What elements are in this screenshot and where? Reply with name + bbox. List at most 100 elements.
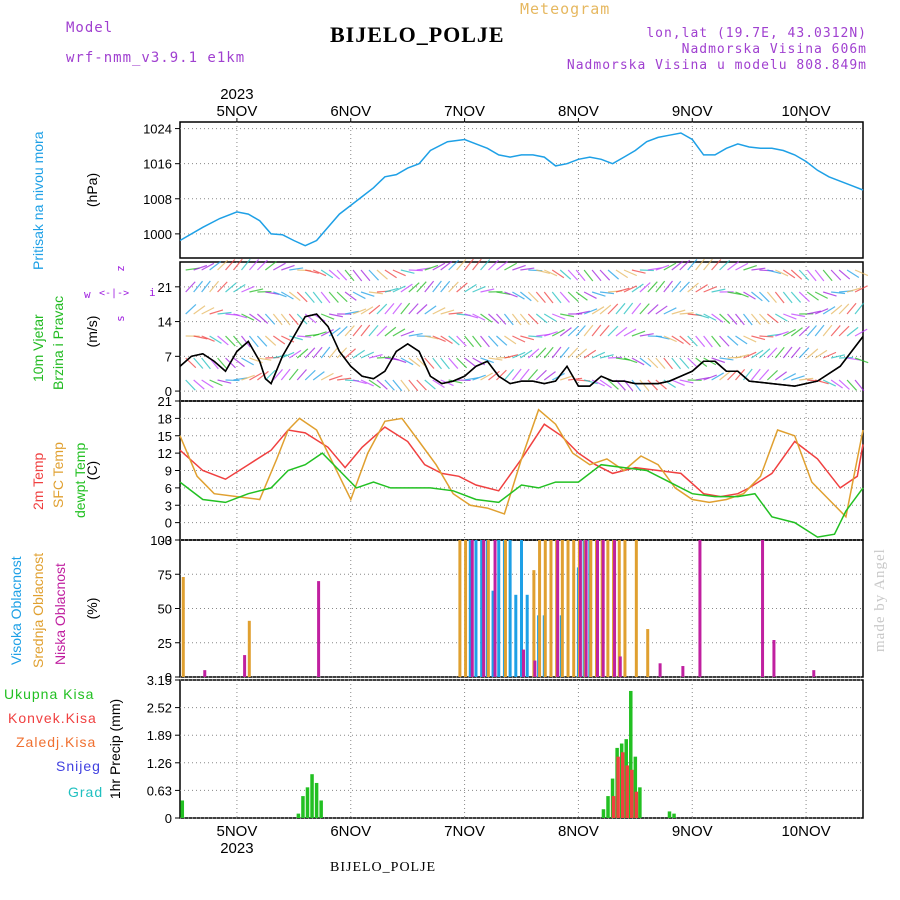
wind-barb xyxy=(567,347,579,359)
wind-barb xyxy=(807,310,822,315)
wind-barb xyxy=(416,281,427,293)
wind-barb xyxy=(384,269,397,279)
wind-barb xyxy=(241,357,254,366)
wind-barb xyxy=(241,374,255,381)
wind-barb xyxy=(496,335,508,346)
wind-series-0-line xyxy=(179,313,864,387)
wind-barb xyxy=(185,304,197,315)
wind-barb xyxy=(520,335,535,341)
top-day-label: 5NOV xyxy=(216,103,257,120)
wind-barb xyxy=(352,291,366,300)
wind-barb xyxy=(504,335,517,345)
wind-barb xyxy=(288,349,302,359)
pressure-ylabel: (hPa) xyxy=(84,173,100,207)
precipitation-ytick-label: 1.26 xyxy=(147,756,172,771)
wind-barb xyxy=(352,379,367,385)
wind-barb xyxy=(782,346,793,359)
wind-barb xyxy=(504,354,519,359)
clouds-bar xyxy=(560,540,564,677)
wind-barb xyxy=(384,302,395,315)
bottom-day-label: 7NOV xyxy=(444,823,485,840)
wind-barb xyxy=(790,269,803,280)
wind-barb xyxy=(368,379,381,389)
wind-barb xyxy=(591,291,606,297)
clouds-bar xyxy=(538,540,542,677)
wind-barb xyxy=(288,368,299,381)
precipitation-bar xyxy=(305,787,310,818)
wind-barb xyxy=(806,269,817,282)
precipitation-ytick-label: 2.52 xyxy=(147,701,172,716)
wind-barb xyxy=(296,291,308,303)
wind-barb xyxy=(567,325,579,337)
wind-barb xyxy=(655,264,670,271)
top-year-label: 2023 xyxy=(220,86,253,103)
wind-barb xyxy=(368,304,381,315)
clouds-bar xyxy=(497,540,501,677)
bottom-day-label: 10NOV xyxy=(781,823,830,840)
wind-barb xyxy=(488,313,500,324)
wind-barb xyxy=(711,313,724,323)
wind-key-cross: <-|-> xyxy=(99,288,130,299)
wind-barb xyxy=(814,291,828,299)
wind-barb xyxy=(735,353,750,359)
clouds-bar xyxy=(543,540,547,677)
wind-direction-key: z s i w <-|-> xyxy=(82,262,156,324)
wind-barb xyxy=(249,372,262,381)
wind-barb xyxy=(432,280,442,293)
wind-barb xyxy=(432,262,446,271)
wind-barb xyxy=(313,331,327,337)
wind-barb xyxy=(368,269,379,281)
wind-barb xyxy=(766,347,778,359)
wind-barb xyxy=(727,291,742,296)
precipitation-bar xyxy=(611,796,616,818)
wind-barb xyxy=(583,324,594,337)
wind-barb xyxy=(432,357,442,370)
wind-barb xyxy=(623,328,637,337)
wind-barb xyxy=(679,312,694,315)
wind-barb xyxy=(631,283,644,293)
wind-barb xyxy=(520,349,533,359)
wind-barb xyxy=(312,371,325,381)
wind-barb xyxy=(687,259,698,271)
wind-barb xyxy=(272,313,283,326)
wind-barb xyxy=(551,346,562,359)
wind-key-w: w xyxy=(84,288,91,301)
wind-barb xyxy=(560,375,574,381)
wind-barb xyxy=(440,357,450,370)
wind-barb xyxy=(264,369,276,381)
wind-barb xyxy=(679,335,691,346)
wind-barb xyxy=(591,379,605,387)
wind-barb xyxy=(750,368,761,381)
wind-barb xyxy=(719,259,731,271)
clouds-panel: 0 25 50 75 100 (%) xyxy=(84,533,864,685)
wind-barb xyxy=(320,372,334,381)
wind-barb xyxy=(543,313,557,322)
wind-barb xyxy=(360,351,374,359)
wind-barb xyxy=(456,259,467,271)
wind-barb xyxy=(408,282,420,293)
wind-barb xyxy=(560,313,575,318)
wind-barb xyxy=(846,379,857,391)
wind-barb xyxy=(615,302,626,315)
wind-barb xyxy=(727,313,738,325)
wind-barb xyxy=(328,346,339,359)
wind-barb xyxy=(799,377,814,381)
wind-barb xyxy=(583,291,597,299)
wind-barb xyxy=(233,357,245,368)
wind-barb xyxy=(822,324,833,337)
wind-barb xyxy=(432,379,445,389)
footer-station: BIJELO_POLJE xyxy=(330,860,437,875)
wind-barb xyxy=(543,291,554,304)
precipitation-bar xyxy=(301,796,305,818)
wind-barb xyxy=(679,357,690,369)
wind-barb xyxy=(209,261,222,271)
wind-barb xyxy=(854,357,869,364)
wind-barb xyxy=(814,308,829,315)
wind-barb xyxy=(248,259,260,271)
clouds-bar xyxy=(812,670,816,677)
clouds-bar xyxy=(470,540,474,677)
wind-barb xyxy=(607,379,619,390)
wind-barb xyxy=(209,309,224,315)
wind-barb xyxy=(424,264,439,271)
